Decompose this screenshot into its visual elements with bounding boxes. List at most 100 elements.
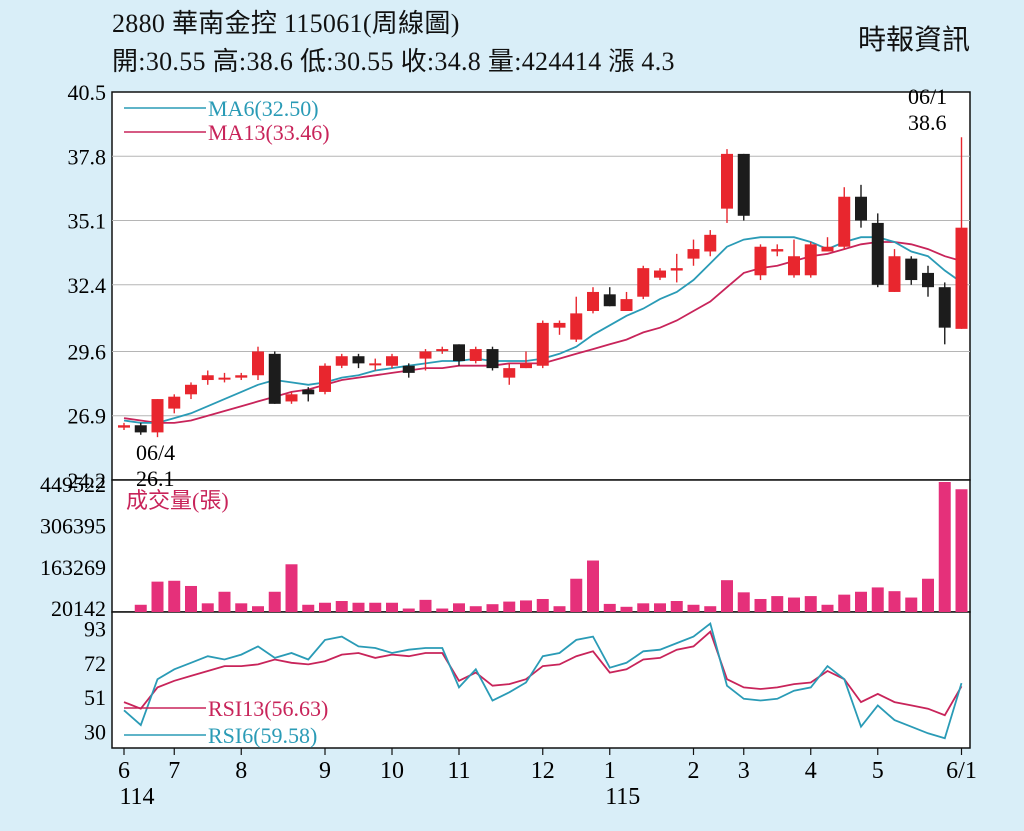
high-annotation-date: 06/1 bbox=[908, 84, 947, 109]
volume-bar bbox=[771, 596, 783, 612]
x-tick-label: 4 bbox=[805, 758, 817, 784]
volume-panel bbox=[112, 480, 970, 612]
price-tick-label: 32.4 bbox=[68, 273, 107, 298]
rsi-tick-label: 51 bbox=[84, 685, 106, 710]
candle-body bbox=[470, 349, 482, 361]
volume-bar bbox=[956, 489, 968, 612]
volume-bar bbox=[721, 580, 733, 612]
candle-body bbox=[436, 349, 448, 351]
candle-body bbox=[487, 349, 499, 368]
candle-body bbox=[905, 259, 917, 280]
candle-body bbox=[152, 399, 164, 432]
candle-body bbox=[838, 197, 850, 247]
low-annotation-date: 06/4 bbox=[136, 440, 175, 465]
rsi-tick-label: 93 bbox=[84, 616, 106, 641]
volume-bar bbox=[436, 609, 448, 612]
volume-bar bbox=[688, 605, 700, 612]
price-tick-label: 29.6 bbox=[68, 339, 107, 364]
volume-bar bbox=[319, 603, 331, 612]
volume-bar bbox=[168, 581, 180, 612]
candle-body bbox=[537, 323, 549, 366]
candle-body bbox=[118, 425, 130, 427]
volume-bar bbox=[453, 603, 465, 612]
volume-bar bbox=[738, 592, 750, 612]
volume-bar bbox=[336, 601, 348, 612]
candle-body bbox=[403, 366, 415, 373]
candle-body bbox=[587, 292, 599, 311]
x-tick-label: 5 bbox=[872, 758, 884, 784]
rsi-tick-label: 72 bbox=[84, 651, 106, 676]
candle-body bbox=[956, 228, 968, 329]
volume-bar bbox=[587, 561, 599, 612]
x-tick-label: 8 bbox=[235, 758, 247, 784]
volume-bar bbox=[889, 591, 901, 612]
volume-bar bbox=[671, 601, 683, 612]
volume-bar bbox=[487, 604, 499, 612]
candle-body bbox=[386, 356, 398, 366]
x-year-label: 115 bbox=[605, 784, 640, 810]
volume-bar bbox=[185, 586, 197, 612]
candle-body bbox=[252, 351, 264, 375]
volume-bar bbox=[805, 596, 817, 612]
volume-bar bbox=[788, 598, 800, 612]
rsi-tick-label: 30 bbox=[84, 720, 106, 745]
candle-body bbox=[302, 390, 314, 395]
candle-body bbox=[922, 273, 934, 287]
volume-bar bbox=[922, 579, 934, 612]
candle-body bbox=[889, 256, 901, 292]
candle-body bbox=[805, 244, 817, 275]
volume-bar bbox=[604, 604, 616, 612]
volume-bar bbox=[654, 603, 666, 612]
volume-bar bbox=[872, 587, 884, 612]
volume-bar bbox=[353, 603, 365, 612]
x-tick-label: 6 bbox=[118, 758, 130, 784]
candle-body bbox=[738, 154, 750, 216]
rsi6-legend-label: RSI6(59.58) bbox=[208, 723, 317, 748]
candle-body bbox=[788, 256, 800, 275]
volume-bar bbox=[252, 606, 264, 612]
candle-body bbox=[688, 249, 700, 259]
volume-bar bbox=[939, 482, 951, 612]
volume-bar bbox=[537, 599, 549, 612]
candle-body bbox=[872, 223, 884, 285]
candle-body bbox=[822, 247, 834, 252]
volume-bar bbox=[520, 600, 532, 612]
volume-bar bbox=[704, 606, 716, 612]
volume-bar bbox=[152, 582, 164, 612]
volume-tick-label: 449522 bbox=[40, 472, 106, 497]
candle-body bbox=[420, 351, 432, 358]
price-tick-label: 40.5 bbox=[68, 80, 107, 105]
price-tick-label: 35.1 bbox=[68, 209, 107, 234]
volume-bar bbox=[905, 598, 917, 612]
candle-body bbox=[637, 268, 649, 297]
x-tick-label: 1 bbox=[604, 758, 616, 784]
x-tick-label: 11 bbox=[447, 758, 470, 784]
candle-body bbox=[554, 323, 566, 328]
candle-body bbox=[755, 247, 767, 276]
x-tick-label: 2 bbox=[688, 758, 700, 784]
volume-label: 成交量(張) bbox=[126, 488, 229, 513]
candle-body bbox=[570, 313, 582, 339]
volume-bar bbox=[755, 599, 767, 612]
x-tick-label: 10 bbox=[380, 758, 404, 784]
volume-bar bbox=[621, 607, 633, 612]
volume-bar bbox=[369, 603, 381, 612]
volume-bar bbox=[202, 603, 214, 612]
volume-bar bbox=[269, 592, 281, 612]
candle-body bbox=[369, 363, 381, 365]
volume-bar bbox=[135, 605, 147, 612]
volume-bar bbox=[420, 600, 432, 612]
x-tick-label: 9 bbox=[319, 758, 331, 784]
volume-bar bbox=[637, 603, 649, 612]
ma6-legend-label: MA6(32.50) bbox=[208, 96, 319, 121]
candle-body bbox=[235, 375, 247, 377]
rsi13-legend-label: RSI13(56.63) bbox=[208, 696, 328, 721]
volume-bar bbox=[235, 603, 247, 612]
volume-bar bbox=[554, 606, 566, 612]
candle-body bbox=[654, 271, 666, 278]
candle-body bbox=[939, 287, 951, 327]
candle-body bbox=[336, 356, 348, 366]
candle-body bbox=[721, 154, 733, 209]
x-year-label: 114 bbox=[119, 784, 154, 810]
